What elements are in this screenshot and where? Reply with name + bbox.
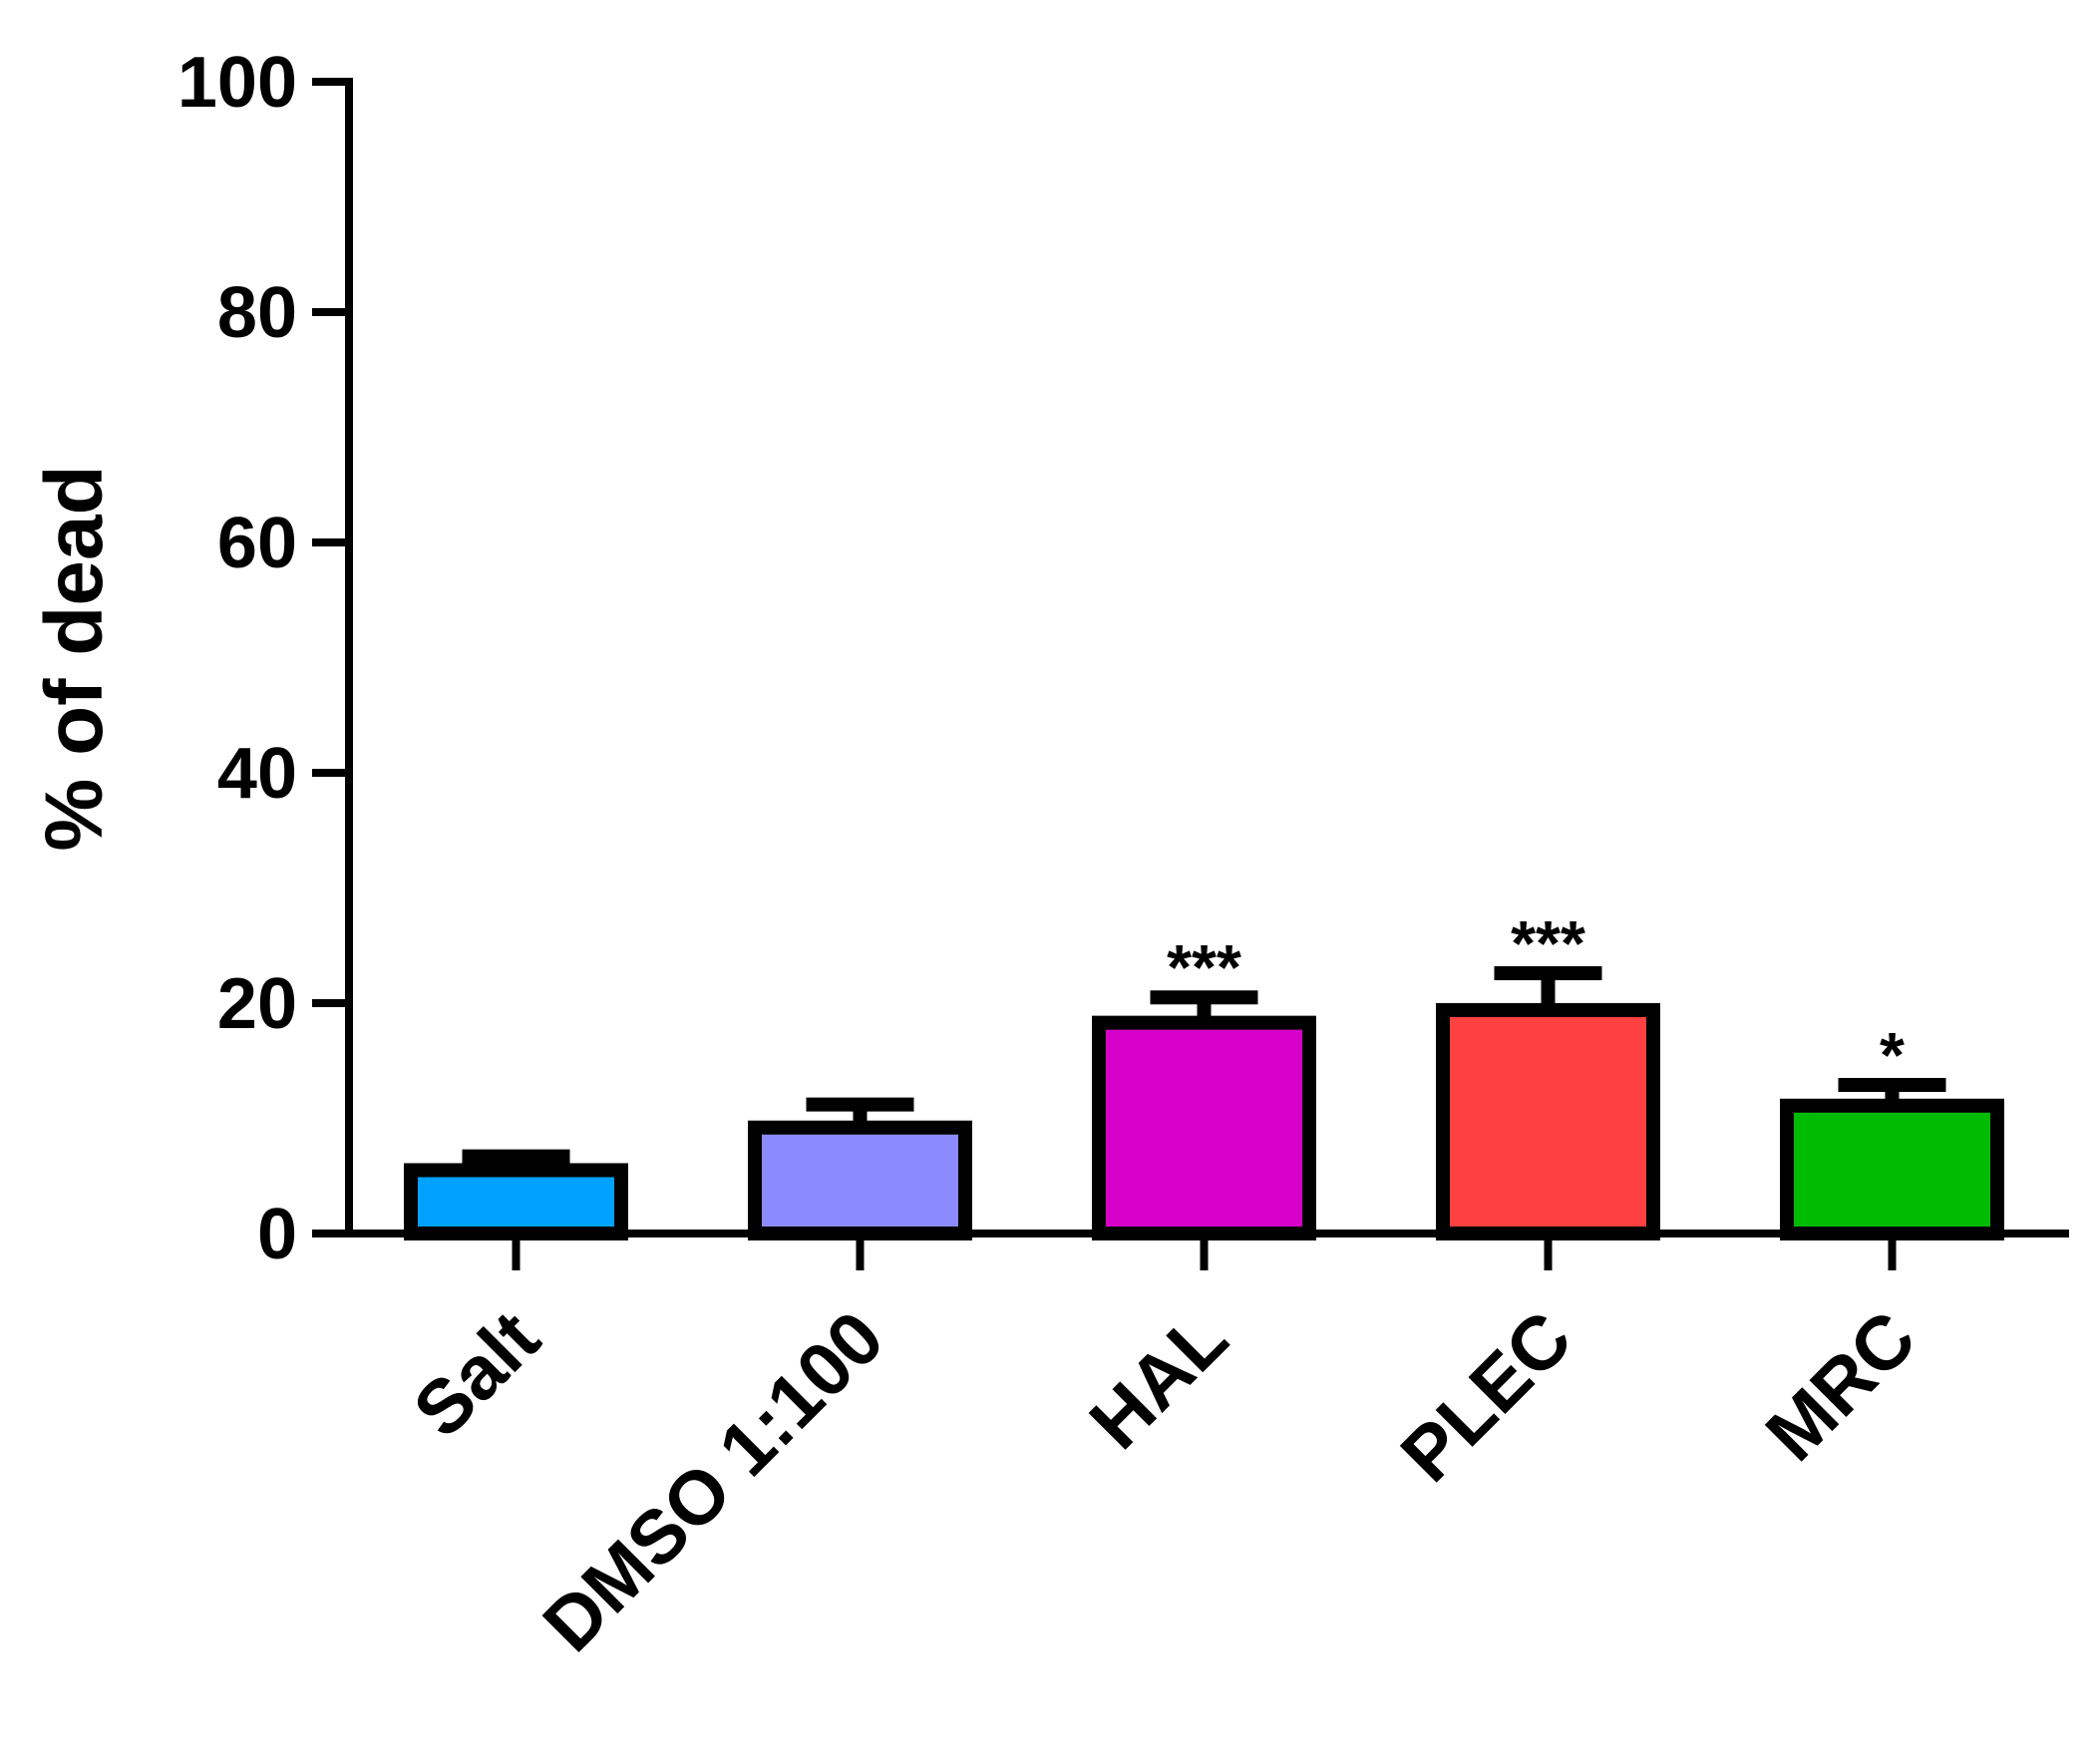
bars: *** ****: [404, 907, 2004, 1241]
bar-mrc: [1780, 1098, 2004, 1241]
significance-label: ***: [1511, 907, 1585, 979]
significance-label: ***: [1167, 931, 1241, 1003]
y-tick-label: 60: [217, 504, 297, 583]
y-tick-label: 40: [217, 734, 297, 814]
y-axis-title: % of dead: [29, 465, 120, 851]
bar-hal: [1092, 1015, 1316, 1241]
category-label: DMSO 1:100: [527, 1295, 900, 1668]
category-label: HAL: [1074, 1295, 1244, 1466]
bar-salt: [404, 1163, 628, 1240]
y-tick-label: 80: [217, 273, 297, 353]
bar-dmso-1-100: [748, 1120, 972, 1240]
y-tick-label: 20: [217, 964, 297, 1044]
category-label: Salt: [398, 1295, 556, 1454]
significance-label: *: [1880, 1019, 1905, 1091]
y-axis: 0 20 40 60 80 100: [177, 43, 353, 1274]
category-label: PLEC: [1385, 1295, 1587, 1498]
bar-plec: [1436, 1002, 1660, 1240]
y-tick-label: 100: [177, 43, 297, 123]
y-tick-label: 0: [257, 1195, 297, 1274]
category-label: MRC: [1750, 1295, 1931, 1477]
